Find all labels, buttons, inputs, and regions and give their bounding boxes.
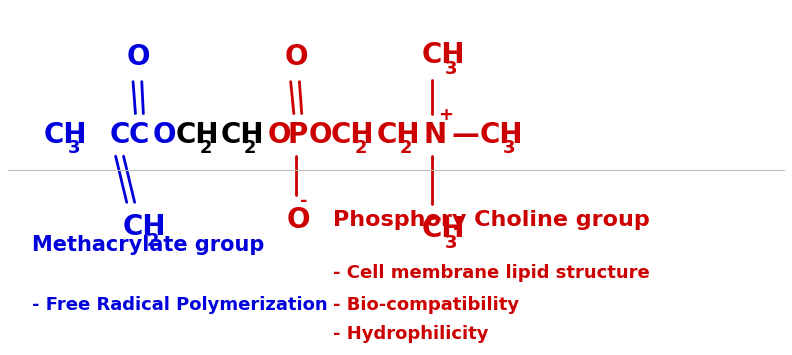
Text: O: O [127, 43, 150, 71]
Text: CH: CH [176, 121, 219, 149]
Text: O: O [268, 121, 291, 149]
Text: 3: 3 [67, 140, 80, 157]
Text: P: P [287, 121, 308, 149]
Text: -: - [300, 192, 307, 209]
Text: +: + [438, 106, 453, 124]
Text: CH: CH [421, 215, 465, 243]
Text: N: N [424, 121, 447, 149]
Text: C: C [109, 121, 130, 149]
Text: O: O [153, 121, 177, 149]
Text: CH: CH [421, 41, 465, 69]
Text: 2: 2 [147, 233, 159, 250]
Text: 2: 2 [355, 140, 367, 157]
Text: CH: CH [220, 121, 264, 149]
Text: O: O [287, 206, 310, 234]
Text: - Free Radical Polymerization: - Free Radical Polymerization [32, 296, 327, 314]
Text: CH: CH [331, 121, 375, 149]
Text: —: — [451, 121, 479, 149]
Text: 2: 2 [200, 140, 212, 157]
Text: C: C [129, 121, 150, 149]
Text: CH: CH [376, 121, 420, 149]
Text: - Hydrophilicity: - Hydrophilicity [333, 325, 488, 343]
Text: 2: 2 [400, 140, 413, 157]
Text: CH: CH [44, 121, 87, 149]
Text: CH: CH [123, 213, 166, 241]
Text: 3: 3 [445, 234, 458, 252]
Text: O: O [284, 43, 308, 71]
Text: CH: CH [479, 121, 523, 149]
Text: Methacrylate group: Methacrylate group [32, 235, 264, 255]
Text: - Bio-compatibility: - Bio-compatibility [333, 296, 519, 314]
Text: O: O [309, 121, 333, 149]
Text: 3: 3 [445, 60, 458, 78]
Text: - Cell membrane lipid structure: - Cell membrane lipid structure [333, 264, 649, 282]
Text: 3: 3 [503, 140, 516, 157]
Text: Phosphory Choline group: Phosphory Choline group [333, 210, 649, 230]
Text: 2: 2 [244, 140, 257, 157]
